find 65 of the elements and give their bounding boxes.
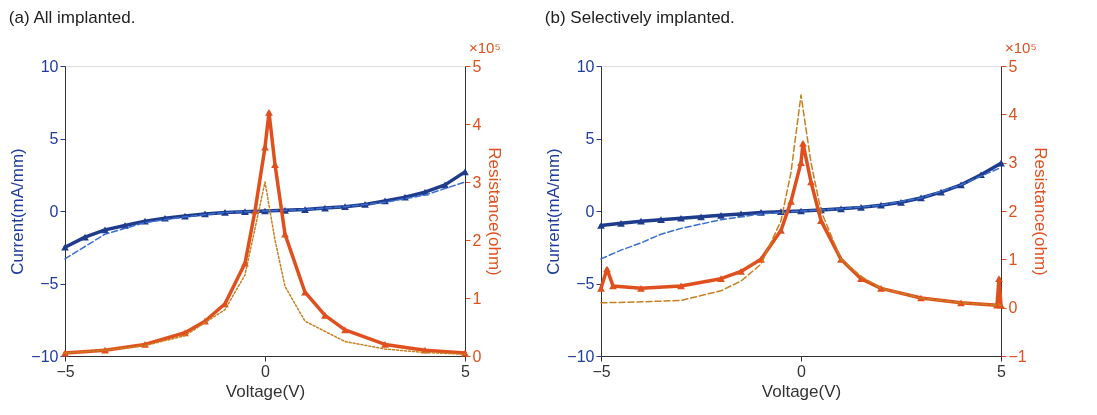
point: [995, 275, 1003, 283]
y2-tick-label: 3: [472, 173, 482, 191]
y2-tick-label: 1: [1008, 250, 1018, 268]
point: [677, 282, 685, 290]
y2-tick-label: 2: [472, 231, 482, 249]
y2-tick-label: 4: [1008, 105, 1018, 123]
point: [597, 222, 605, 229]
y-tick-label: −10: [567, 347, 595, 365]
x-axis-title: Voltage(V): [761, 381, 842, 401]
point: [637, 217, 645, 225]
y2-tick-label: 5: [472, 57, 482, 75]
point: [799, 139, 807, 147]
point: [101, 226, 109, 234]
point: [717, 212, 725, 219]
point: [857, 275, 865, 283]
point: [737, 268, 745, 275]
y2-tick-label: 0: [472, 347, 482, 365]
x-tick-label: 5: [997, 362, 1007, 380]
point: [657, 216, 665, 224]
y2-tick-label: 4: [472, 115, 482, 133]
y2-tick-label: −1: [1008, 347, 1027, 365]
y-tick-label: 10: [40, 57, 59, 75]
point: [777, 226, 785, 234]
text: ×10⁵: [469, 39, 501, 56]
y2-axis-title: Resistance(ohm): [485, 147, 505, 276]
point: [677, 214, 685, 222]
point: [637, 284, 645, 292]
y-tick-label: −5: [576, 275, 595, 292]
y2-tick-label: 1: [472, 289, 482, 307]
y2-tick-label: 2: [1008, 202, 1018, 220]
point: [265, 109, 273, 116]
y2-tick-label: 5: [1008, 57, 1018, 75]
y-tick-label: −10: [31, 347, 59, 365]
text: ×10⁵: [1005, 39, 1037, 56]
point: [221, 209, 229, 216]
point: [301, 288, 309, 296]
point: [997, 159, 1005, 167]
point: [697, 213, 705, 221]
y-tick-label: −5: [40, 275, 59, 292]
point: [717, 275, 725, 283]
line-series: [64, 181, 466, 260]
point: [61, 243, 69, 251]
point: [461, 168, 469, 176]
y-axis-title: Current(mA/mm): [8, 148, 28, 275]
y-tick-label: 5: [585, 130, 595, 147]
y2-tick-label: 3: [1008, 154, 1018, 172]
point: [617, 219, 625, 227]
point: [937, 188, 945, 196]
y-tick-label: 0: [49, 202, 59, 220]
y-tick-label: 0: [585, 202, 595, 220]
x-tick-label: 0: [797, 362, 807, 380]
x-tick-label: 0: [261, 362, 271, 380]
chart-title: (a) All implanted.: [8, 8, 136, 27]
y-tick-label: 5: [49, 130, 59, 147]
y-axis-title: Current(mA/mm): [544, 148, 564, 275]
point: [381, 341, 389, 348]
point: [301, 206, 309, 213]
x-tick-label: 5: [461, 362, 471, 380]
y-tick-label: 10: [576, 57, 595, 75]
y2-tick-label: 0: [1008, 299, 1018, 317]
chart-title: (b) Selectively implanted.: [544, 8, 735, 27]
x-axis-title: Voltage(V): [225, 381, 306, 401]
point: [341, 326, 349, 334]
y2-axis-title: Resistance(ohm): [1030, 147, 1050, 276]
point: [609, 282, 617, 290]
